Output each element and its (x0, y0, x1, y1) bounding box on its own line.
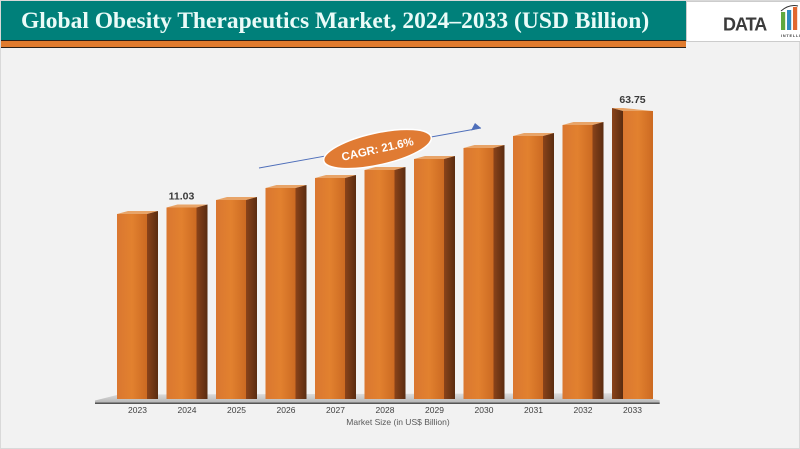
svg-text:11.03: 11.03 (169, 191, 195, 203)
svg-text:2023: 2023 (128, 405, 147, 415)
svg-text:2031: 2031 (524, 405, 543, 415)
svg-text:2033: 2033 (623, 405, 642, 415)
svg-text:2032: 2032 (574, 405, 593, 415)
svg-text:2030: 2030 (475, 405, 494, 415)
svg-text:Market Size (in US$ Billion): Market Size (in US$ Billion) (346, 417, 450, 427)
svg-text:63.75: 63.75 (619, 94, 645, 106)
svg-text:2024: 2024 (178, 405, 197, 415)
svg-text:2025: 2025 (227, 405, 246, 415)
svg-text:2027: 2027 (326, 405, 345, 415)
svg-text:2026: 2026 (277, 405, 296, 415)
svg-text:2028: 2028 (376, 405, 395, 415)
svg-text:2029: 2029 (425, 405, 444, 415)
